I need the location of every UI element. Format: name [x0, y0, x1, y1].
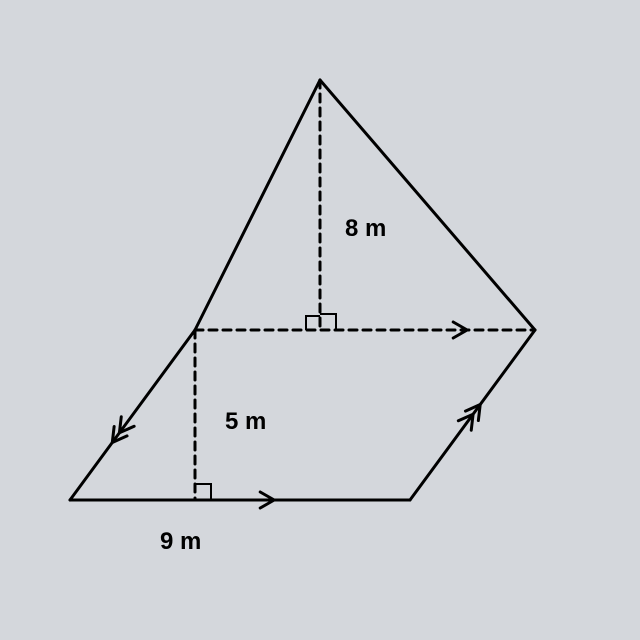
base-label: 9 m — [160, 528, 201, 556]
height-2-label: 5 m — [225, 408, 266, 436]
height-1-label: 8 m — [345, 215, 386, 243]
diagram-svg — [0, 0, 640, 640]
geometry-diagram: 8 m 5 m 9 m — [0, 0, 640, 640]
